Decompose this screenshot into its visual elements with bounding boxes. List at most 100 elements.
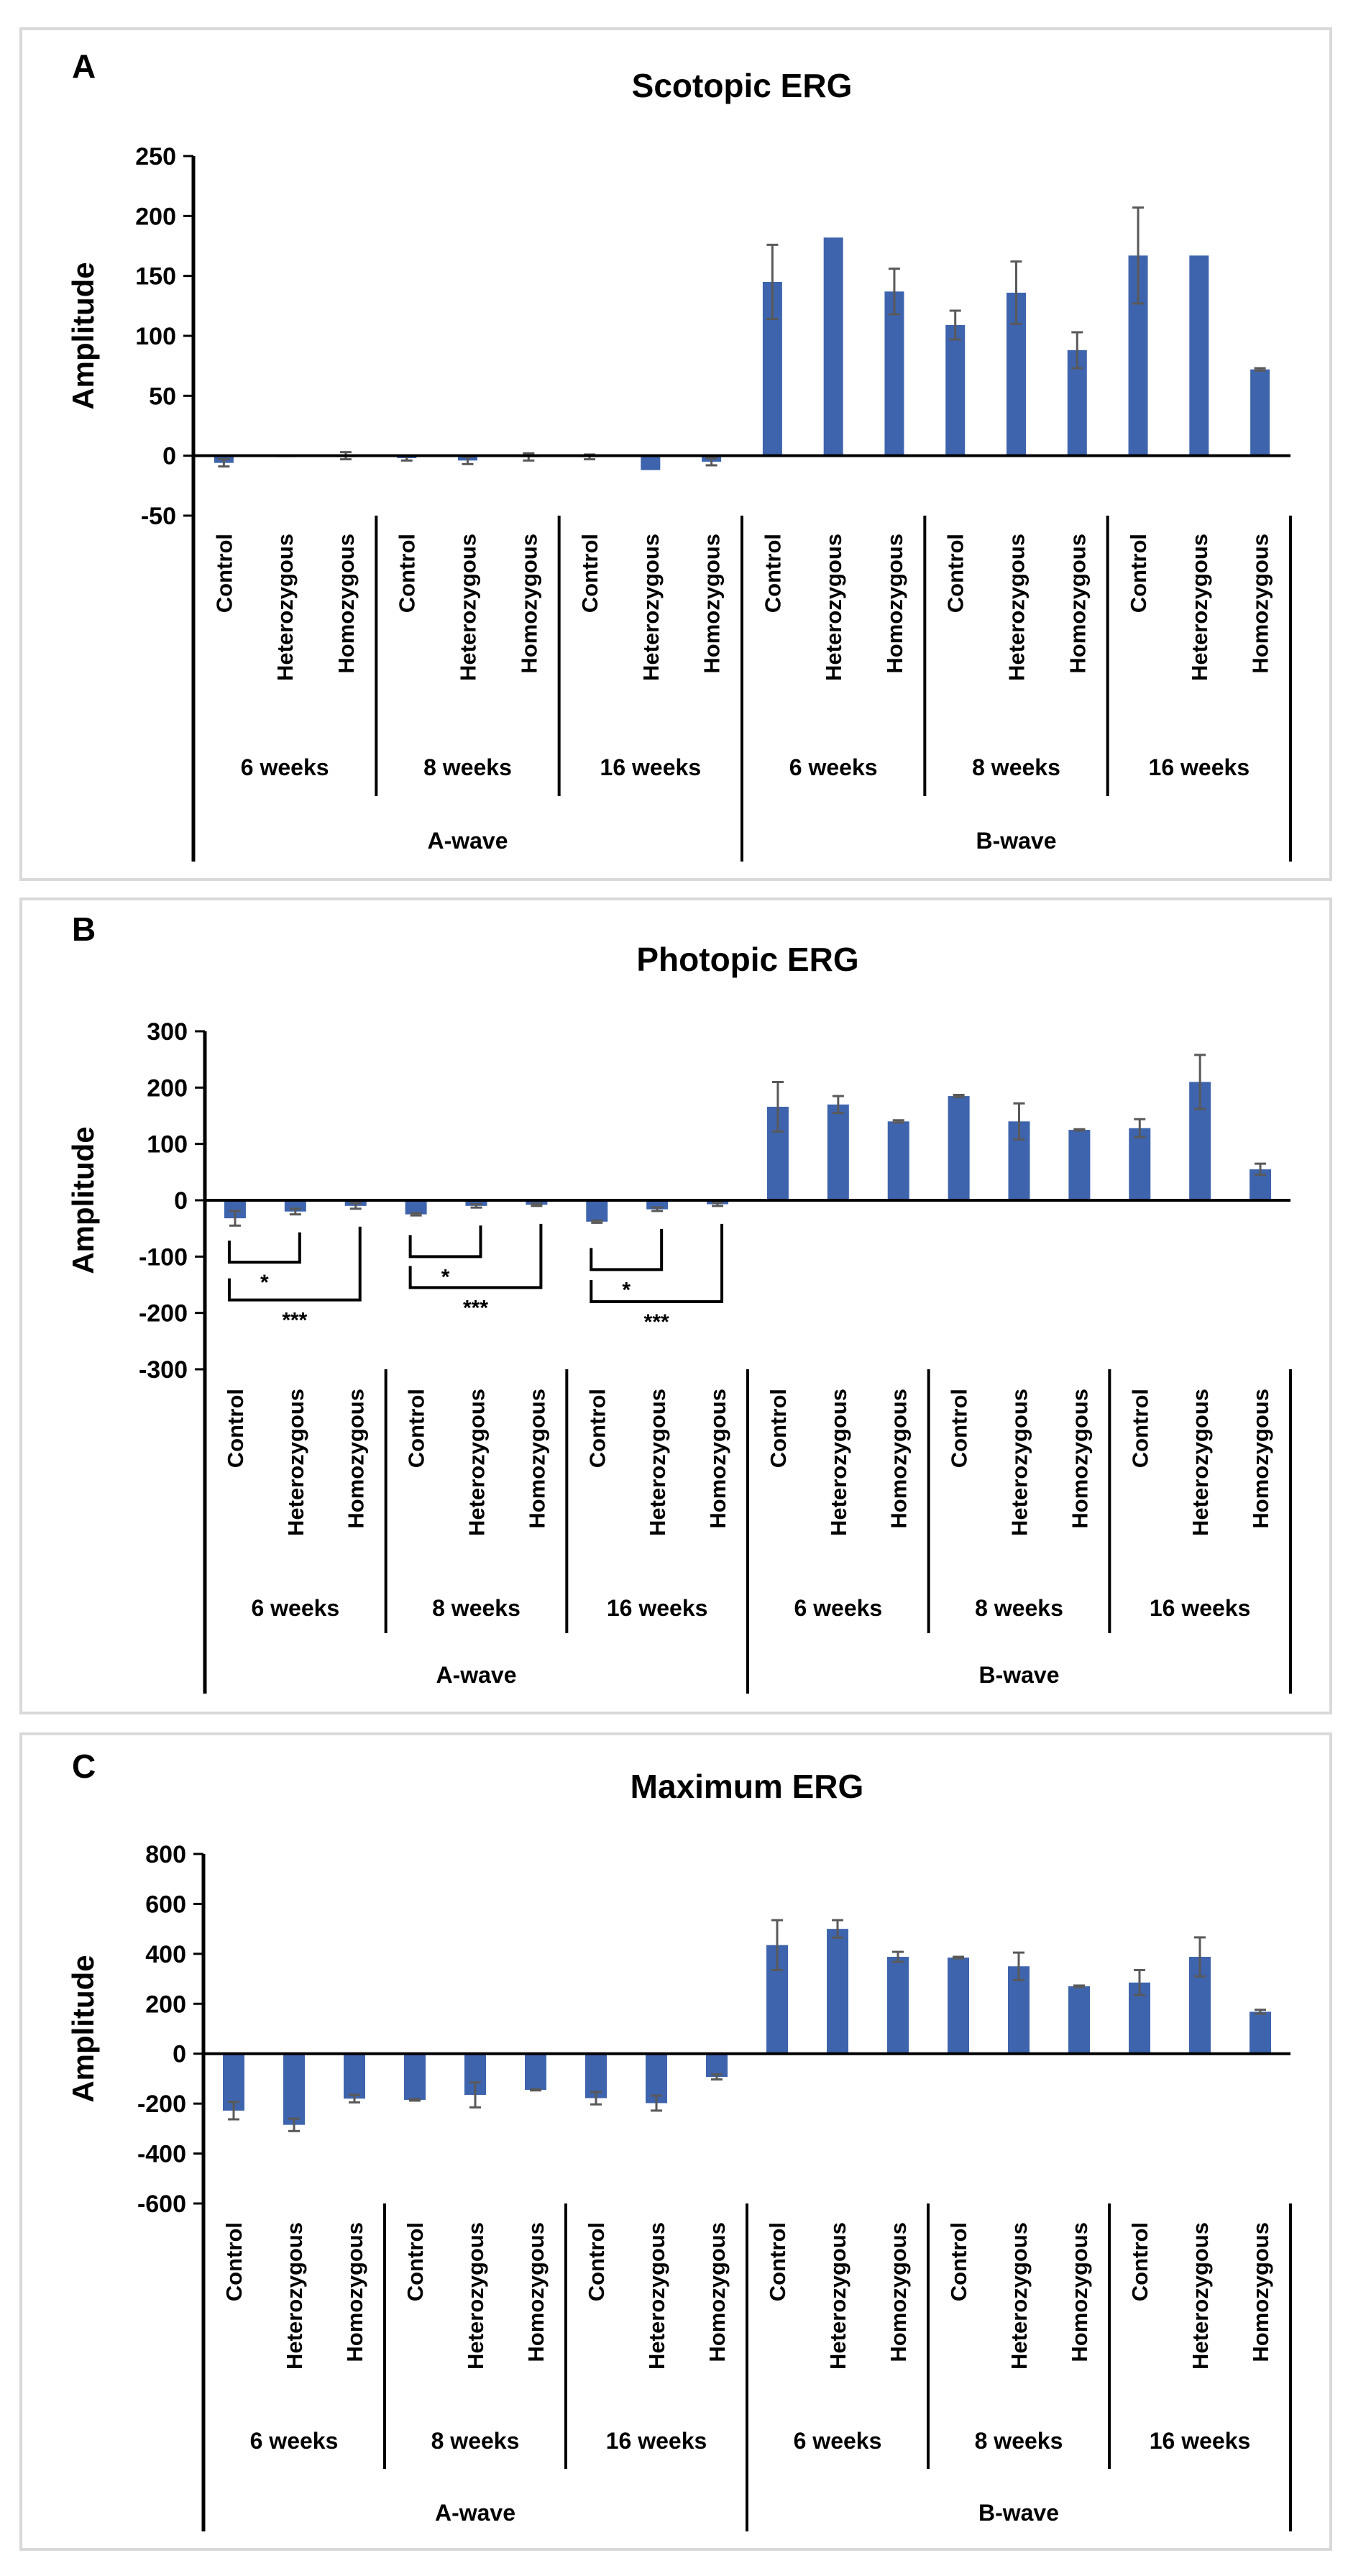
category-label: Heterozygous [456,534,481,681]
bar [525,2053,546,2091]
y-tick-label: 200 [147,1074,188,1102]
category-label: Homozygous [1065,534,1090,674]
wave-label: B-wave [978,2500,1059,2526]
significance-label: * [441,1265,450,1289]
y-tick-label: -400 [137,2141,186,2168]
y-tick-label: -200 [137,2091,186,2118]
panel-border [19,1732,1332,2551]
panel-b: B Photopic ERG Amplitude 300 200 100 0 -100 -200… [19,898,1332,1714]
y-tick-label: 200 [135,203,176,230]
bar [827,1929,848,2054]
y-tick-label: -50 [141,503,176,530]
category-label: Homozygous [516,534,541,674]
bar [1189,255,1209,456]
significance-bracket [408,1223,543,1289]
category-label: Control [1126,534,1151,613]
group-label: 6 weeks [794,1595,882,1621]
category-label: Control [766,1389,791,1468]
category-label: Control [765,2222,790,2301]
y-tick-label: 600 [145,1891,186,1918]
category-label: Heterozygous [638,534,664,681]
group-label: 8 weeks [972,754,1060,780]
y-tick-label: -100 [139,1243,188,1271]
category-label: Homozygous [1248,1389,1273,1529]
y-tick-label: 0 [174,1187,188,1215]
bar [1068,1986,1090,2054]
category-label: Homozygous [705,1389,730,1529]
group-label: 6 weeks [794,2428,882,2454]
category-label: Control [584,1389,610,1468]
category-label: Homozygous [1067,1389,1092,1529]
group-label: 16 weeks [607,1595,708,1621]
bar [526,1200,548,1205]
y-tick-label: 300 [147,1018,188,1046]
y-tick-label: -300 [139,1356,188,1384]
significance-label: * [260,1271,269,1294]
group-label: 16 weeks [1150,1595,1251,1621]
category-label: Homozygous [524,1389,549,1529]
category-label: Control [211,534,237,613]
group-label: 6 weeks [789,754,878,780]
category-label: Heterozygous [463,2222,488,2370]
significance-label: * [622,1278,631,1302]
category-label: Control [395,534,420,613]
wave-label: B-wave [978,1662,1059,1688]
y-tick-label: -600 [137,2191,186,2218]
group-label: 8 weeks [423,754,512,780]
group-label: 6 weeks [251,1595,339,1621]
category-label: Heterozygous [644,2222,669,2370]
category-label: Homozygous [1248,534,1273,674]
group-label: 16 weeks [1149,754,1250,780]
y-tick-label: 100 [135,323,176,350]
group-label: 16 weeks [1150,2428,1251,2454]
category-label: Heterozygous [826,1389,851,1536]
significance-label: *** [282,1309,307,1333]
chart-title: Photopic ERG [636,941,858,978]
bar [465,1200,487,1206]
panel-border [19,27,1332,881]
category-label: Control [946,2222,971,2301]
bar [1068,1130,1091,1200]
bar [706,2053,728,2077]
category-label: Heterozygous [283,1389,308,1536]
wave-label: A-wave [436,1662,516,1688]
panel-c: C Maximum ERG Amplitude 800 600 400 200 0 -200 -4… [19,1732,1332,2551]
category-label: Homozygous [344,1389,369,1529]
category-label: Homozygous [705,2222,730,2362]
category-label: Homozygous [342,2222,367,2362]
bar [586,1200,608,1222]
category-label: Heterozygous [282,2222,307,2370]
category-label: Control [943,534,968,613]
category-label: Homozygous [523,2222,549,2362]
bar [945,325,966,456]
category-label: Heterozygous [645,1389,670,1536]
y-tick-label: 0 [173,2041,186,2068]
category-label: Homozygous [334,534,359,674]
panel-a: A Scotopic ERG Amplitude 250 200 150 100 50 0 -50… [19,27,1332,881]
y-axis-label: Amplitude [66,262,100,409]
category-label: Heterozygous [1187,534,1212,681]
significance-bracket [590,1228,664,1271]
category-label: Homozygous [700,534,725,674]
bar [948,1958,969,2054]
significance-bracket [227,1226,362,1302]
category-label: Control [584,2222,609,2301]
category-label: Control [1127,2222,1152,2301]
category-label: Heterozygous [825,2222,850,2370]
category-label: Homozygous [886,1389,912,1529]
bar [405,1200,427,1215]
category-label: Control [403,2222,428,2301]
category-label: Homozygous [1067,2222,1092,2362]
bar [344,2053,365,2099]
chart-title: Maximum ERG [631,1768,864,1805]
group-label: 8 weeks [432,1595,521,1621]
bar [827,1104,849,1200]
wave-label: B-wave [976,828,1056,854]
category-label: Heterozygous [1188,2222,1213,2370]
bar [887,1957,909,2054]
bar [404,2053,426,2100]
significance-label: *** [644,1310,669,1334]
y-tick-label: 400 [145,1941,186,1968]
panel-letter: C [72,1748,96,1785]
